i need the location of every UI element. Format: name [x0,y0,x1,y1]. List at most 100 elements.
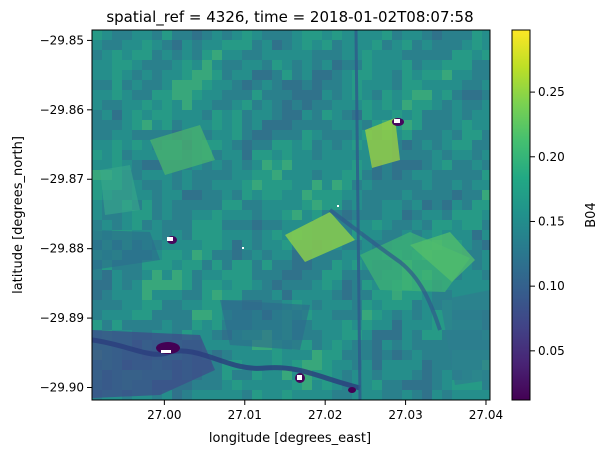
raster-cell [92,120,102,130]
raster-cell [442,210,452,220]
raster-cell [382,100,392,110]
raster-cell [362,300,372,310]
raster-cell [92,190,102,200]
raster-cell [242,380,252,390]
raster-cell [322,40,332,50]
raster-cell [462,390,472,400]
raster-cell [192,50,202,60]
raster-cell [202,300,212,310]
raster-cell [412,210,422,220]
raster-cell [102,150,112,160]
raster-cell [342,340,352,350]
raster-cell [212,330,222,340]
raster-cell [372,310,382,320]
raster-cell [342,90,352,100]
raster-cell [362,50,372,60]
raster-cell [302,90,312,100]
raster-cell [202,220,212,230]
raster-cell [372,90,382,100]
raster-cell [272,240,282,250]
raster-cell [202,200,212,210]
raster-cell [332,180,342,190]
raster-cell [412,390,422,400]
raster-cell [332,260,342,270]
raster-cell [282,240,292,250]
raster-cell [252,280,262,290]
raster-cell [482,110,490,120]
raster-cell [372,340,382,350]
raster-cell [392,160,402,170]
raster-cell [482,70,490,80]
raster-cell [282,390,292,400]
raster-cell [432,340,442,350]
raster-cell [122,140,132,150]
raster-cell [362,280,372,290]
raster-cell [92,320,102,330]
raster-cell [242,170,252,180]
raster-cell [322,140,332,150]
raster-cell [382,200,392,210]
raster-cell [232,350,242,360]
field-patch [440,290,490,385]
raster-cell [402,220,412,230]
raster-cell [162,50,172,60]
raster-cell [292,110,302,120]
raster-cell [282,90,292,100]
raster-cell [362,270,372,280]
raster-cell [142,40,152,50]
raster-cell [352,310,362,320]
raster-cell [352,370,362,380]
raster-cell [432,110,442,120]
raster-cell [372,40,382,50]
raster-cell [332,300,342,310]
raster-cell [212,130,222,140]
raster-cell [382,390,392,400]
raster-cell [322,110,332,120]
raster-cell [442,200,452,210]
raster-cell [162,290,172,300]
raster-cell [342,390,352,400]
raster-cell [382,320,392,330]
raster-cell [452,30,462,40]
raster-cell [402,310,412,320]
raster-cell [142,290,152,300]
raster-cell [282,250,292,260]
raster-cell [312,100,322,110]
raster-cell [332,360,342,370]
raster-cell [262,290,272,300]
raster-cell [482,220,490,230]
raster-cell [142,90,152,100]
raster-cell [322,370,332,380]
raster-cell [372,50,382,60]
raster-cell [422,210,432,220]
raster-cell [362,230,372,240]
raster-cell [422,110,432,120]
raster-cell [342,160,352,170]
raster-cell [482,390,490,400]
raster-cell [102,120,112,130]
raster-cell [452,280,462,290]
raster-cell [152,90,162,100]
raster-cell [222,190,232,200]
raster-cell [142,180,152,190]
raster-cell [332,370,342,380]
raster-cell [212,300,222,310]
raster-cell [282,30,292,40]
raster-cell [312,380,322,390]
colorbar-label: B04 [584,202,599,227]
raster-cell [182,60,192,70]
raster-cell [132,70,142,80]
raster-cell [112,280,122,290]
raster-cell [272,30,282,40]
raster-cell [152,230,162,240]
raster-cell [222,150,232,160]
raster-cell [312,350,322,360]
x-tick-label: 27.02 [308,408,342,422]
raster-cell [392,230,402,240]
raster-cell [402,100,412,110]
raster-cell [252,130,262,140]
raster-cell [142,160,152,170]
raster-cell [482,280,490,290]
raster-cell [402,330,412,340]
